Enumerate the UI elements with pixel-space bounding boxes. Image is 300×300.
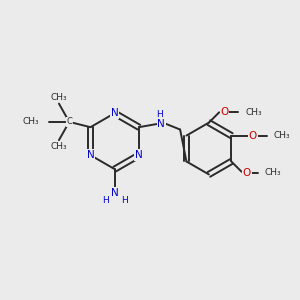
Text: CH₃: CH₃ xyxy=(22,117,39,126)
Text: CH₃: CH₃ xyxy=(51,142,67,151)
Text: H: H xyxy=(156,110,163,119)
Text: C: C xyxy=(66,117,72,126)
Text: O: O xyxy=(249,130,257,141)
Text: O: O xyxy=(243,168,251,178)
Text: CH₃: CH₃ xyxy=(273,131,290,140)
Text: N: N xyxy=(87,150,94,160)
Text: O: O xyxy=(220,107,229,117)
Text: N: N xyxy=(111,188,119,198)
Text: H: H xyxy=(102,196,109,205)
Text: N: N xyxy=(111,108,119,118)
Text: H: H xyxy=(121,196,128,205)
Text: CH₃: CH₃ xyxy=(245,108,262,117)
Text: CH₃: CH₃ xyxy=(265,169,281,178)
Text: CH₃: CH₃ xyxy=(51,93,67,102)
Text: N: N xyxy=(135,150,143,160)
Text: N: N xyxy=(158,118,165,129)
